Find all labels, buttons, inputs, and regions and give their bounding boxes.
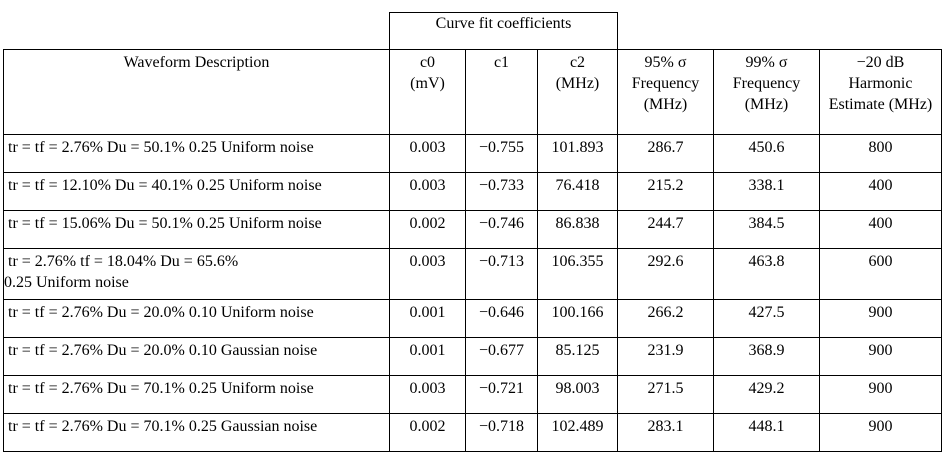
harmonic-value: 900: [819, 375, 942, 414]
c1-value: −0.713: [465, 248, 538, 300]
header-harmonic-estimate: −20 dB Harmonic Estimate (MHz): [819, 49, 942, 135]
waveform-description: tr = tf = 2.76% Du = 70.1% 0.25 Gaussian…: [3, 413, 390, 452]
f99-value: 368.9: [713, 337, 820, 376]
header-line: c1: [493, 54, 510, 71]
waveform-description: tr = tf = 2.76% Du = 20.0% 0.10 Gaussian…: [3, 337, 390, 376]
c0-value: 0.002: [389, 210, 466, 249]
c0-value: 0.003: [389, 172, 466, 211]
header-line: Frequency: [732, 75, 801, 92]
f99-value: 450.6: [713, 134, 820, 173]
header-line: −20 dB: [856, 54, 905, 71]
c0-value: 0.001: [389, 299, 466, 338]
f99-value: 384.5: [713, 210, 820, 249]
c0-value: 0.001: [389, 337, 466, 376]
c2-value: 85.125: [537, 337, 618, 376]
header-line: 99% σ: [745, 54, 788, 71]
harmonic-value: 600: [819, 248, 942, 300]
harmonic-value: 900: [819, 413, 942, 452]
c0-value: 0.003: [389, 375, 466, 414]
c1-value: −0.646: [465, 299, 538, 338]
table-row: tr = tf = 2.76% Du = 20.0% 0.10 Gaussian…: [3, 337, 942, 376]
c1-value: −0.721: [465, 375, 538, 414]
waveform-description: tr = tf = 15.06% Du = 50.1% 0.25 Uniform…: [3, 210, 390, 249]
group-header-row: Curve fit coefficients: [4, 12, 942, 50]
waveform-description: tr = tf = 2.76% Du = 70.1% 0.25 Uniform …: [3, 375, 390, 414]
header-c0: c0 (mV): [389, 49, 466, 135]
c1-value: −0.733: [465, 172, 538, 211]
table-row: tr = tf = 12.10% Du = 40.1% 0.25 Uniform…: [3, 172, 942, 211]
f95-value: 244.7: [617, 210, 714, 249]
c0-value: 0.003: [389, 134, 466, 173]
table-row: tr = 2.76% tf = 18.04% Du = 65.6% 0.25 U…: [3, 248, 942, 300]
c0-value: 0.002: [389, 413, 466, 452]
group-header-curve-fit: Curve fit coefficients: [389, 12, 618, 50]
table-row: tr = tf = 15.06% Du = 50.1% 0.25 Uniform…: [3, 210, 942, 249]
coefficients-table: Curve fit coefficients Waveform Descript…: [3, 12, 942, 452]
table-row: tr = tf = 2.76% Du = 20.0% 0.10 Uniform …: [3, 299, 942, 338]
blank-cell: [4, 13, 390, 50]
f95-value: 286.7: [617, 134, 714, 173]
c2-value: 98.003: [537, 375, 618, 414]
header-waveform-description: Waveform Description: [3, 49, 390, 135]
f99-value: 429.2: [713, 375, 820, 414]
f95-value: 215.2: [617, 172, 714, 211]
f95-value: 231.9: [617, 337, 714, 376]
f99-value: 463.8: [713, 248, 820, 300]
f99-value: 427.5: [713, 299, 820, 338]
harmonic-value: 400: [819, 210, 942, 249]
c2-value: 101.893: [537, 134, 618, 173]
table-row: tr = tf = 2.76% Du = 70.1% 0.25 Uniform …: [3, 375, 942, 414]
header-c1: c1: [465, 49, 538, 135]
f95-value: 271.5: [617, 375, 714, 414]
f95-value: 266.2: [617, 299, 714, 338]
waveform-description: tr = 2.76% tf = 18.04% Du = 65.6% 0.25 U…: [3, 248, 390, 300]
harmonic-value: 900: [819, 337, 942, 376]
c1-value: −0.718: [465, 413, 538, 452]
c2-value: 100.166: [537, 299, 618, 338]
harmonic-value: 900: [819, 299, 942, 338]
table-row: tr = tf = 2.76% Du = 50.1% 0.25 Uniform …: [3, 134, 942, 173]
waveform-description: tr = tf = 2.76% Du = 50.1% 0.25 Uniform …: [3, 134, 390, 173]
waveform-description: tr = tf = 12.10% Du = 40.1% 0.25 Uniform…: [3, 172, 390, 211]
header-line: (MHz): [744, 96, 789, 113]
c2-value: 106.355: [537, 248, 618, 300]
harmonic-value: 800: [819, 134, 942, 173]
f99-value: 448.1: [713, 413, 820, 452]
header-line: (MHz): [555, 75, 600, 92]
header-line: c2: [569, 54, 586, 71]
header-line: c0: [419, 54, 436, 71]
f95-value: 292.6: [617, 248, 714, 300]
header-line: 95% σ: [644, 54, 687, 71]
c1-value: −0.755: [465, 134, 538, 173]
description-line: 0.25 Uniform noise: [4, 274, 129, 291]
waveform-description: tr = tf = 2.76% Du = 20.0% 0.10 Uniform …: [3, 299, 390, 338]
harmonic-value: 400: [819, 172, 942, 211]
table-row: tr = tf = 2.76% Du = 70.1% 0.25 Gaussian…: [3, 413, 942, 452]
header-line: Frequency: [631, 75, 700, 92]
header-line: Harmonic: [848, 75, 913, 92]
description-line: tr = 2.76% tf = 18.04% Du = 65.6%: [8, 253, 239, 270]
header-line: Estimate (MHz): [828, 96, 933, 113]
column-header-row: Waveform Description c0 (mV) c1 c2 (MHz)…: [3, 49, 942, 135]
header-99-frequency: 99% σ Frequency (MHz): [713, 49, 820, 135]
c2-value: 76.418: [537, 172, 618, 211]
c0-value: 0.003: [389, 248, 466, 300]
f99-value: 338.1: [713, 172, 820, 211]
header-line: (mV): [410, 75, 445, 92]
header-line: (MHz): [643, 96, 688, 113]
f95-value: 283.1: [617, 413, 714, 452]
c2-value: 102.489: [537, 413, 618, 452]
blank-cell: [618, 13, 942, 50]
c1-value: −0.746: [465, 210, 538, 249]
header-95-frequency: 95% σ Frequency (MHz): [617, 49, 714, 135]
c1-value: −0.677: [465, 337, 538, 376]
c2-value: 86.838: [537, 210, 618, 249]
header-c2: c2 (MHz): [537, 49, 618, 135]
